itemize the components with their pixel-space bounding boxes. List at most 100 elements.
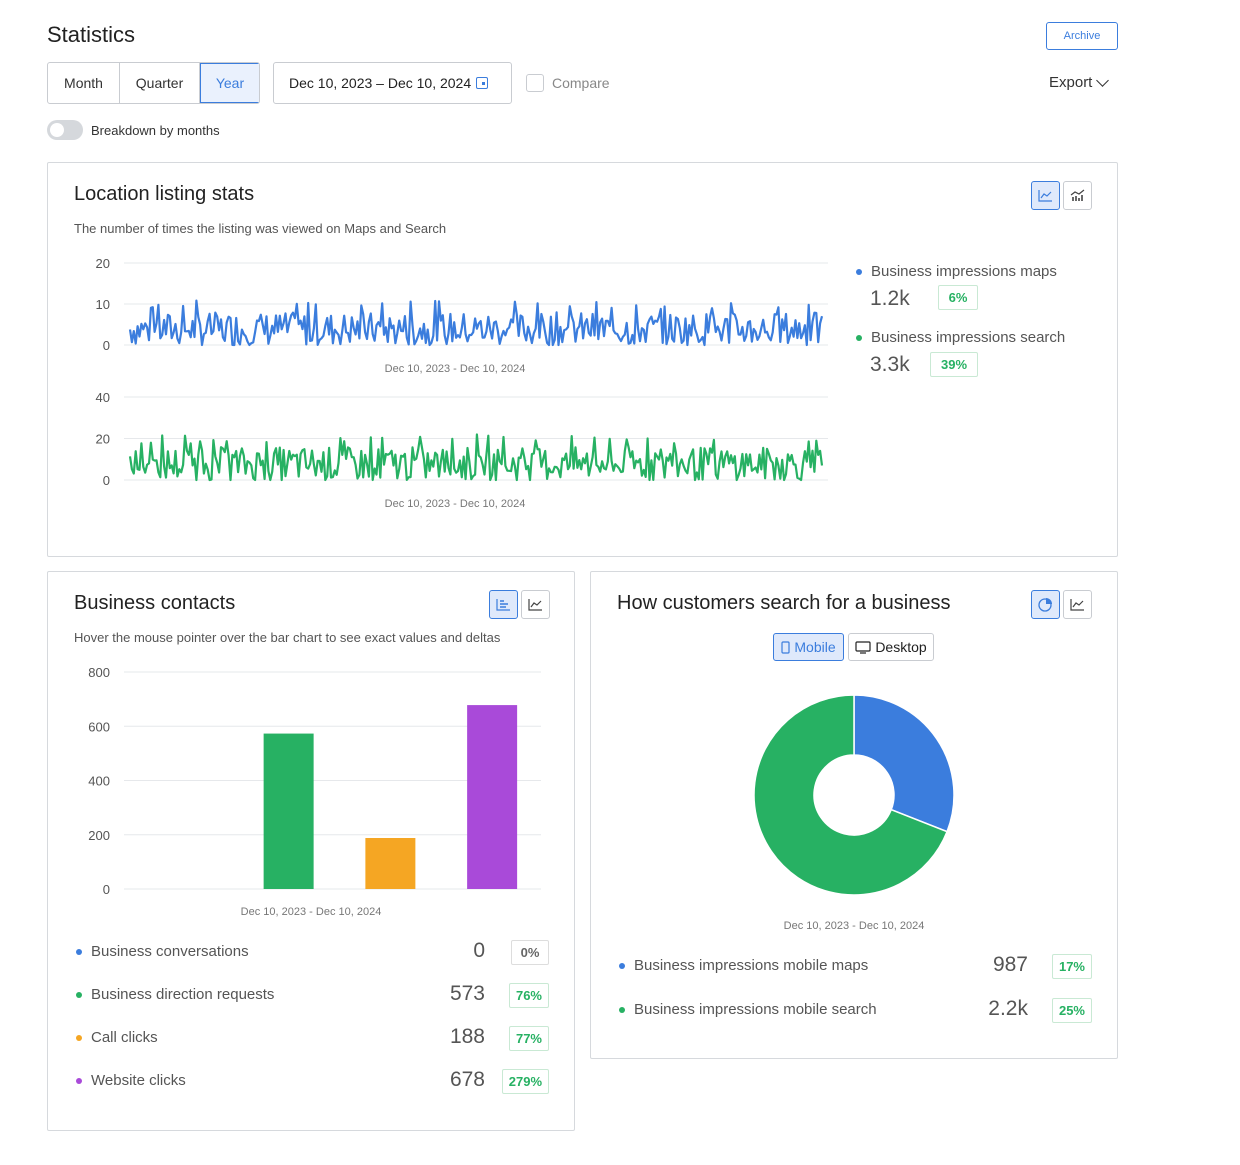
mobile-label: Mobile [794, 639, 836, 655]
location-listing-card: Location listing stats The number of tim… [47, 162, 1118, 557]
line-chart-view-button[interactable] [521, 590, 550, 619]
slice-business-impressions-mobile-maps [853, 694, 955, 833]
calendar-icon [476, 77, 489, 89]
card-subtitle: The number of times the listing was view… [74, 221, 447, 236]
card-title: How customers search for a business [617, 592, 951, 614]
delta-badge: 25% [1051, 998, 1092, 1023]
period-year-button[interactable]: Year [200, 63, 259, 103]
y-tick-label: 400 [88, 774, 110, 789]
y-tick-label: 0 [103, 882, 110, 897]
legend-label: Business impressions maps [871, 263, 1057, 280]
combo-chart-icon [1070, 189, 1085, 201]
period-month-button[interactable]: Month [48, 63, 120, 103]
mobile-mode-button[interactable]: Mobile [773, 633, 844, 661]
series-dot [856, 334, 862, 341]
legend-maps: Business impressions maps [856, 263, 1057, 280]
desktop-mode-button[interactable]: Desktop [848, 633, 934, 661]
breakdown-toggle[interactable] [47, 120, 83, 140]
y-tick-label: 10 [96, 297, 110, 312]
bar-call-clicks [365, 838, 416, 889]
compare-toggle[interactable]: Compare [526, 74, 610, 92]
series-line-maps [128, 299, 824, 347]
archive-button[interactable]: Archive [1046, 22, 1118, 50]
contacts-bar-chart: 0 200 400 600 800 Dec 10, 2023 - Dec 10, 2024 [88, 665, 541, 918]
legend-row: Business impressions mobile maps [619, 957, 868, 974]
y-tick-label: 40 [96, 390, 110, 405]
x-axis-label: Dec 10, 2023 - Dec 10, 2024 [241, 906, 382, 918]
maps-value: 1.2k [870, 287, 910, 310]
delta-badge: 279% [501, 1069, 549, 1094]
mobile-icon [781, 640, 790, 654]
legend-value: 678 [449, 1068, 485, 1091]
delta-badge: 17% [1051, 954, 1092, 979]
page-title: Statistics [47, 22, 136, 47]
legend-value: 0 [473, 939, 485, 962]
legend-label: Business conversations [91, 943, 249, 960]
legend-row: Call clicks [76, 1029, 158, 1046]
series-dot [76, 991, 82, 998]
bar-business-direction-requests [263, 733, 314, 889]
search-delta-badge: 39% [930, 352, 978, 377]
legend-value: 188 [449, 1025, 485, 1048]
date-range-picker[interactable]: Dec 10, 2023 – Dec 10, 2024 [273, 62, 512, 104]
legend-label: Business impressions mobile search [634, 1001, 877, 1018]
line-chart-view-button[interactable] [1063, 590, 1092, 619]
legend-search: Business impressions search [856, 329, 1065, 346]
series-dot [619, 962, 625, 969]
delta-badge: 76% [508, 983, 549, 1008]
x-axis-label: Dec 10, 2023 - Dec 10, 2024 [385, 363, 526, 375]
legend-value: 573 [449, 982, 485, 1005]
line-chart-icon [1038, 190, 1052, 202]
y-tick-label: 20 [96, 432, 110, 447]
bar-website-clicks [467, 705, 518, 889]
period-quarter-button[interactable]: Quarter [120, 63, 200, 103]
legend-label: Business impressions search [871, 329, 1066, 346]
legend-row: Business conversations [76, 943, 249, 960]
line-chart-icon [528, 599, 542, 611]
x-axis-label: Dec 10, 2023 - Dec 10, 2024 [385, 498, 526, 510]
line-chart-view-button[interactable] [1031, 181, 1060, 210]
series-line-search [128, 433, 824, 482]
card-title: Location listing stats [74, 183, 255, 205]
compare-label: Compare [552, 75, 610, 91]
legend-row: Business impressions mobile search [619, 1001, 877, 1018]
pie-chart-icon [1038, 598, 1052, 612]
series-dot [619, 1006, 625, 1013]
legend-value: 2.2k [988, 997, 1028, 1020]
breakdown-label: Breakdown by months [91, 122, 220, 138]
legend-row: Business direction requests [76, 986, 274, 1003]
combo-chart-view-button[interactable] [1063, 181, 1092, 210]
search-donut-chart: Dec 10, 2023 - Dec 10, 2024 [753, 694, 955, 932]
x-axis-label: Dec 10, 2023 - Dec 10, 2024 [784, 920, 925, 932]
legend-value: 987 [992, 953, 1028, 976]
legend-label: Business direction requests [91, 986, 275, 1003]
slice-business-impressions-mobile-search [753, 694, 949, 896]
period-selector: Month Quarter Year [47, 62, 260, 104]
compare-checkbox[interactable] [526, 74, 544, 92]
card-title: Business contacts [74, 592, 236, 614]
breakdown-toggle-row: Breakdown by months [47, 120, 220, 140]
legend-label: Website clicks [91, 1072, 186, 1089]
legend-label: Business impressions mobile maps [634, 957, 869, 974]
search-value: 3.3k [870, 353, 910, 376]
delta-badge: 0% [511, 940, 549, 965]
export-label: Export [1049, 74, 1093, 91]
business-contacts-card: Business contacts Hover the mouse pointe… [47, 571, 575, 1131]
y-tick-label: 0 [103, 473, 110, 488]
line-chart-icon [1070, 599, 1084, 611]
date-range-value: Dec 10, 2023 – Dec 10, 2024 [289, 75, 472, 91]
export-dropdown[interactable]: Export [1049, 73, 1110, 91]
pie-chart-view-button[interactable] [1031, 590, 1060, 619]
card-subtitle: Hover the mouse pointer over the bar cha… [74, 630, 501, 645]
y-tick-label: 800 [88, 665, 110, 680]
bar-chart-view-button[interactable] [489, 590, 518, 619]
listing-line-charts: 0 10 20 Dec 10, 2023 - Dec 10, 2024 0 20 40 Dec… [96, 256, 828, 510]
desktop-icon [855, 640, 871, 654]
legend-row: Website clicks [76, 1072, 186, 1089]
y-tick-label: 600 [88, 719, 110, 734]
maps-delta-badge: 6% [938, 285, 978, 310]
y-tick-label: 200 [88, 828, 110, 843]
series-dot [76, 1077, 82, 1084]
series-dot [856, 268, 862, 275]
search-breakdown-card: How customers search for a business Mobi… [590, 571, 1118, 1059]
